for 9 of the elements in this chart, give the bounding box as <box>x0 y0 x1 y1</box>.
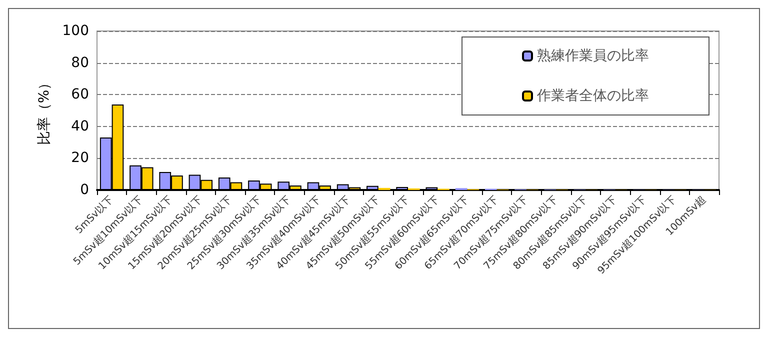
y-tick-label: 40 <box>71 118 89 134</box>
y-tick-label: 80 <box>71 54 89 71</box>
y-tick-label: 100 <box>62 23 89 39</box>
y-tick-label: 20 <box>71 150 89 166</box>
y-tick-label: 0 <box>80 182 89 198</box>
legend-label: 作業者全体の比率 <box>536 88 649 104</box>
y-tick-label: 60 <box>71 86 89 103</box>
y-axis-title: 比率（%） <box>36 76 52 146</box>
legend-label: 熟練作業員の比率 <box>537 48 649 64</box>
